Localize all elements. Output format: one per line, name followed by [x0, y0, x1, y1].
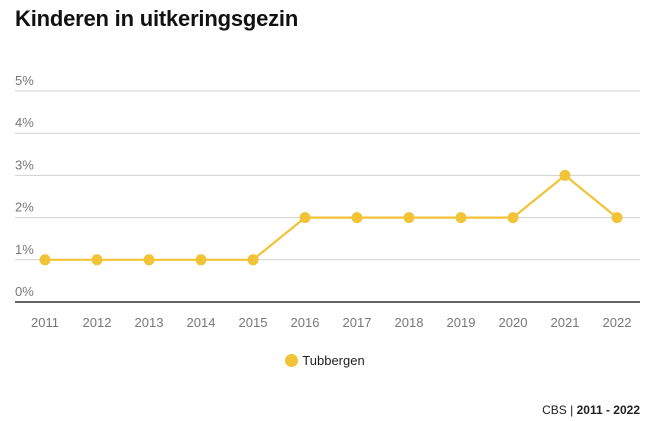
x-tick-label: 2012: [83, 315, 112, 330]
x-tick-label: 2017: [343, 315, 372, 330]
period-label: 2011 - 2022: [576, 403, 640, 417]
y-tick-label: 3%: [15, 157, 34, 172]
y-tick-label: 0%: [15, 284, 34, 299]
data-point: [351, 212, 363, 224]
x-tick-label: 2014: [187, 315, 216, 330]
x-tick-label: 2011: [31, 315, 59, 330]
data-point: [611, 212, 623, 224]
footer-separator: |: [566, 403, 577, 417]
x-tick-label: 2022: [603, 315, 632, 330]
y-tick-label: 5%: [15, 73, 34, 88]
legend-item-tubbergen[interactable]: Tubbergen: [285, 353, 365, 368]
chart-legend: Tubbergen: [0, 353, 650, 370]
data-point: [247, 254, 259, 266]
legend-label: Tubbergen: [302, 353, 365, 368]
data-point: [143, 254, 155, 266]
line-chart: 0% 1% 2% 3% 4% 5% 2011 2012 2013 2014 2015 2016 2017…: [15, 73, 640, 330]
data-point: [507, 212, 519, 224]
data-point: [91, 254, 103, 266]
y-tick-label: 1%: [15, 242, 34, 257]
x-tick-label: 2013: [135, 315, 164, 330]
y-tick-label: 2%: [15, 200, 34, 215]
x-tick-label: 2015: [239, 315, 268, 330]
y-tick-label: 4%: [15, 115, 34, 130]
data-point: [455, 212, 467, 224]
x-tick-label: 2021: [551, 315, 580, 330]
data-point: [39, 254, 51, 266]
data-point: [403, 212, 415, 224]
x-tick-label: 2018: [395, 315, 424, 330]
source-label: CBS: [542, 403, 567, 417]
data-point: [195, 254, 207, 266]
x-tick-label: 2019: [447, 315, 476, 330]
x-tick-label: 2020: [499, 315, 528, 330]
data-point: [299, 212, 311, 224]
data-point: [559, 169, 571, 181]
chart-footer: CBS | 2011 - 2022: [542, 403, 640, 417]
series-line: [45, 173, 618, 261]
chart-title: Kinderen in uitkeringsgezin: [15, 6, 299, 31]
x-tick-label: 2016: [291, 315, 320, 330]
legend-swatch: [285, 354, 299, 367]
